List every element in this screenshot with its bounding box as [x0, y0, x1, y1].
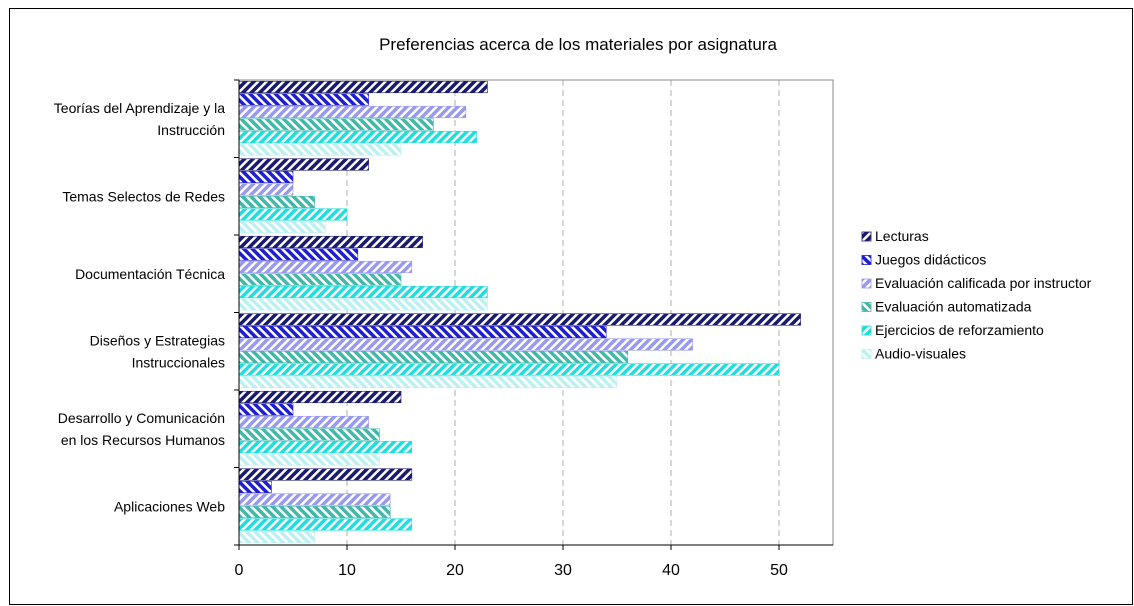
- bar: [238, 130, 477, 144]
- bar: [238, 415, 369, 429]
- legend: Lecturas Juegos didácticos Evaluación cali…: [861, 228, 1092, 362]
- x-tick-label: 0: [235, 562, 244, 579]
- bar: [238, 170, 294, 184]
- bar: [238, 363, 780, 376]
- x-tick-label: 30: [554, 562, 572, 579]
- category-label: en los Recursos Humanos: [61, 432, 225, 448]
- category-label: Diseños y Estrategias: [90, 332, 225, 348]
- bar: [238, 313, 801, 326]
- bar: [238, 298, 488, 311]
- bar: [238, 183, 294, 196]
- bar: [238, 468, 413, 481]
- category-label: Teorías del Aprendizaje y la: [54, 100, 225, 116]
- category-label: Instruccionales: [132, 354, 225, 370]
- legend-swatch: [861, 278, 872, 289]
- bar: [238, 158, 369, 171]
- bar: [238, 453, 380, 466]
- bar: [238, 260, 413, 274]
- bar: [238, 273, 402, 286]
- legend-label: Evaluación calificada por instructor: [875, 275, 1092, 291]
- bar: [238, 248, 359, 261]
- bar: [238, 530, 315, 544]
- legend-swatch: [861, 231, 872, 242]
- legend-swatch: [861, 325, 872, 336]
- bar: [238, 350, 629, 364]
- bar: [238, 440, 413, 454]
- legend-label: Evaluación automatizada: [875, 299, 1032, 315]
- legend-swatch: [861, 349, 872, 359]
- category-label: Aplicaciones Web: [114, 498, 225, 514]
- x-tick-labels: 0 10 20 30 40 50: [235, 562, 788, 579]
- legend-swatch: [861, 255, 872, 265]
- bar: [238, 375, 618, 389]
- legend-label: Lecturas: [875, 228, 929, 244]
- category-label: Instrucción: [157, 122, 225, 138]
- axes: [234, 79, 833, 550]
- legend-label: Ejercicios de reforzamiento: [875, 322, 1044, 338]
- bar: [238, 118, 434, 131]
- chart-title: Preferencias acerca de los materiales po…: [379, 35, 777, 54]
- bar: [238, 403, 294, 416]
- bar: [238, 80, 488, 94]
- bar: [238, 195, 315, 209]
- bar: [238, 325, 607, 339]
- chart: Preferencias acerca de los materiales po…: [54, 35, 1092, 579]
- x-tick-label: 20: [446, 562, 464, 579]
- x-tick-label: 40: [662, 562, 680, 579]
- bar: [238, 93, 369, 106]
- chart-frame: Preferencias acerca de los materiales po…: [9, 8, 1133, 605]
- category-label: Desarrollo y Comunicación: [58, 410, 225, 426]
- category-label: Documentación Técnica: [75, 266, 225, 282]
- legend-label: Juegos didácticos: [875, 252, 986, 268]
- bar: [238, 480, 272, 494]
- legend-label: Audio-visuales: [875, 346, 966, 362]
- bar: [238, 493, 391, 506]
- legend-swatch: [861, 302, 872, 312]
- bar: [238, 235, 423, 249]
- gridlines: [346, 80, 780, 545]
- bar: [238, 105, 467, 119]
- category-label: Temas Selectos de Redes: [62, 188, 225, 204]
- bar: [238, 505, 391, 519]
- category-labels: Teorías del Aprendizaje y la Instrucción T…: [54, 100, 225, 515]
- bar: [238, 518, 413, 531]
- bar: [238, 220, 326, 234]
- bar: [238, 428, 380, 441]
- x-tick-label: 10: [338, 562, 356, 579]
- bars: [238, 80, 801, 544]
- bar: [238, 208, 348, 221]
- x-tick-label: 50: [770, 562, 788, 579]
- bar: [238, 390, 402, 404]
- bar: [238, 143, 402, 156]
- bar: [238, 285, 488, 299]
- bar: [238, 338, 693, 351]
